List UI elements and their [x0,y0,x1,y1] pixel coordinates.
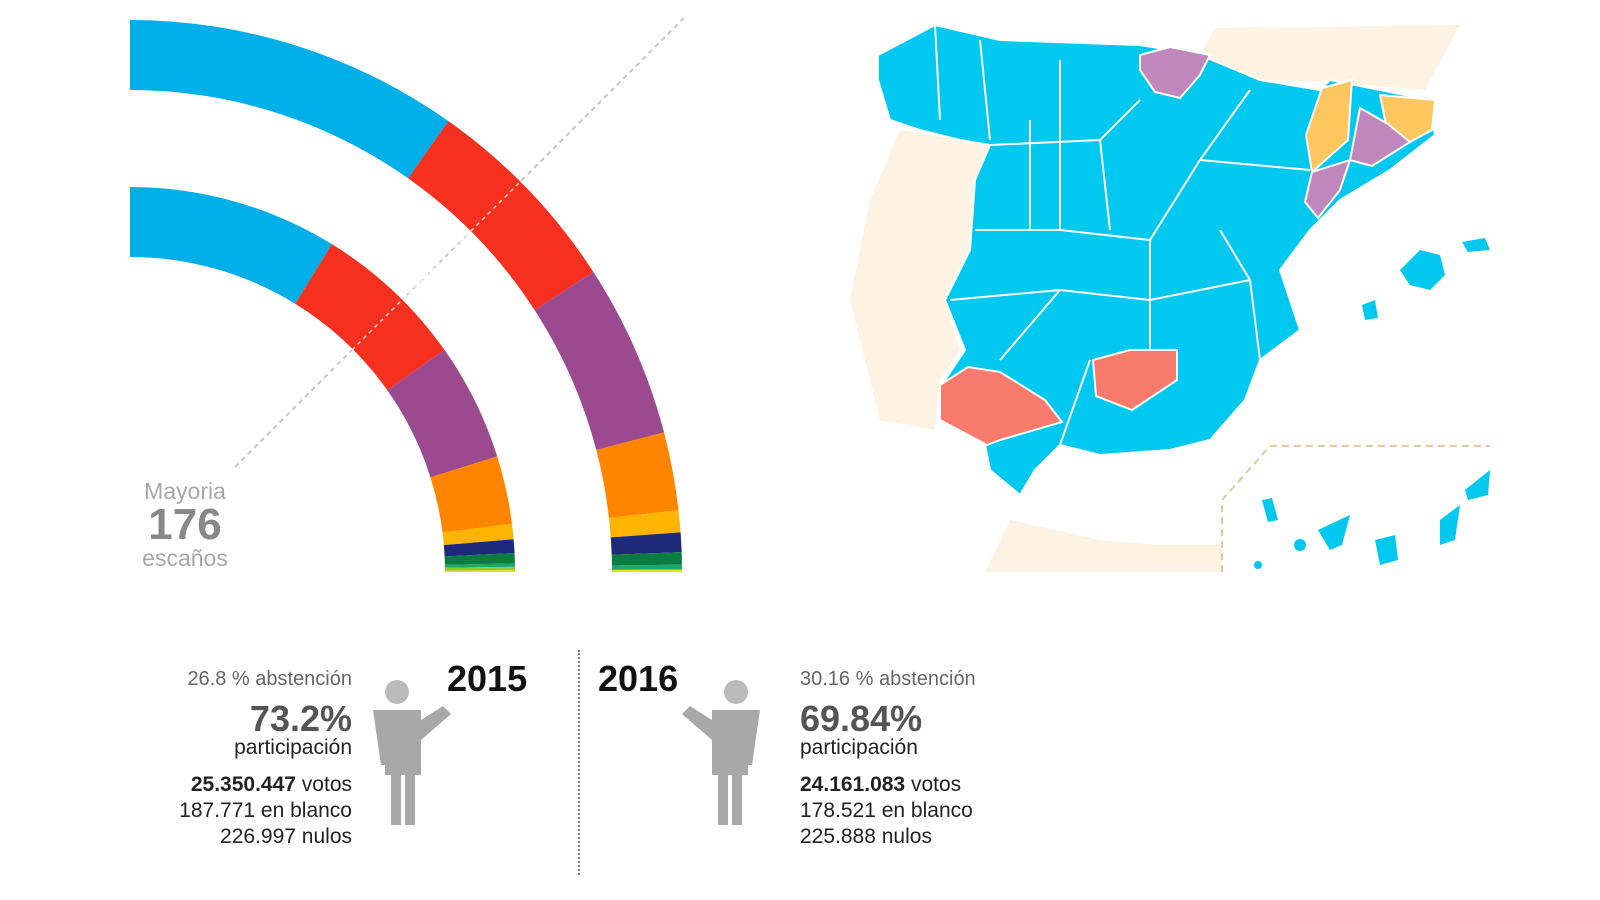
participation-2016: 69.84% [800,698,923,739]
canary-5 [1465,470,1490,500]
arc-segment-2016-6 [611,552,682,566]
divider [578,650,580,875]
votes-label-2015: votos [295,773,352,796]
arc-segment-2016-3 [596,432,679,519]
majority-label: Mayoria 176 escaños [130,478,240,572]
africa-land [985,520,1222,572]
arc-segment-2015-9 [444,570,515,572]
portugal-land [850,130,990,430]
arc-segment-2015-7 [444,563,515,568]
arc-segment-2016-2 [534,272,665,451]
canary-1 [1262,498,1278,522]
canary-6 [1294,539,1306,551]
region-lleida-erc [1304,78,1354,174]
majority-value: 176 [148,500,222,549]
stats-2016: 30.16 % abstención 69.84% participación … [800,666,1060,850]
ibiza [1362,300,1378,320]
votes-label-2016: votos [905,773,962,796]
arc-segment-2015-1 [295,244,445,391]
canarias-box [1221,445,1490,572]
arc-segment-2015-2 [387,349,498,478]
arc-segment-2016-1 [408,121,594,311]
votes-2015: 25.350.447 votos [130,772,352,798]
participation-label-2015: participación [234,736,352,759]
blank-2015: 187.771 en blanco [179,799,352,822]
france-land [1200,25,1460,90]
votes-2016: 24.161.083 votos [800,772,1060,798]
region-jaen-psoe [1091,349,1178,412]
majority-line-overlay [334,181,521,368]
arc-segment-2016-4 [608,510,681,538]
islands [1254,238,1490,569]
parliament-arcs [130,16,686,572]
majority-top: Mayoria [144,478,226,504]
arc-segment-2016-8 [611,569,682,572]
canary-4 [1440,505,1460,545]
arc-segment-2015-4 [442,523,514,546]
abstention-2015: 26.8 % abstención [187,668,352,690]
region-basque-podemos [1139,45,1212,100]
spain-map [850,23,1490,572]
person-icon [682,680,760,825]
menorca [1462,238,1490,252]
votes-num-2015: 25.350.447 [190,773,296,796]
region-barcelona-podemos [1348,106,1412,168]
arc-segment-2015-8 [444,566,515,571]
mallorca [1400,250,1445,290]
region-sevilla-huelva-psoe [939,365,1064,447]
arc-segment-2015-6 [444,553,515,565]
year-2016: 2016 [598,658,679,699]
votes-num-2016: 24.161.083 [800,773,906,796]
region-tarragona-podemos [1303,158,1352,220]
province-borders [934,24,1311,446]
participation-label-2016: participación [800,736,918,759]
null-2016: 225.888 nulos [800,825,932,848]
abstention-2016: 30.16 % abstención [800,668,976,690]
arc-segment-2016-7 [611,564,682,570]
blank-2016: 178.521 en blanco [800,799,973,822]
canary-7 [1254,561,1262,569]
stats-2015: 26.8 % abstención 73.2% participación 25… [130,666,352,850]
year-2015: 2015 [447,658,528,699]
arc-segment-2016-0 [130,20,449,179]
null-2015: 226.997 nulos [220,825,352,848]
arc-segment-2015-3 [430,456,512,533]
canary-3 [1375,535,1398,565]
arc-segment-2016-5 [610,532,682,555]
spain-mainland-pp [877,23,1437,497]
majority-bottom: escaños [142,545,228,571]
person-icon [373,680,451,825]
arc-segment-2015-5 [443,539,515,557]
canary-2 [1318,515,1350,550]
participation-2015: 73.2% [249,698,352,739]
arc-segment-2015-0 [130,187,332,304]
